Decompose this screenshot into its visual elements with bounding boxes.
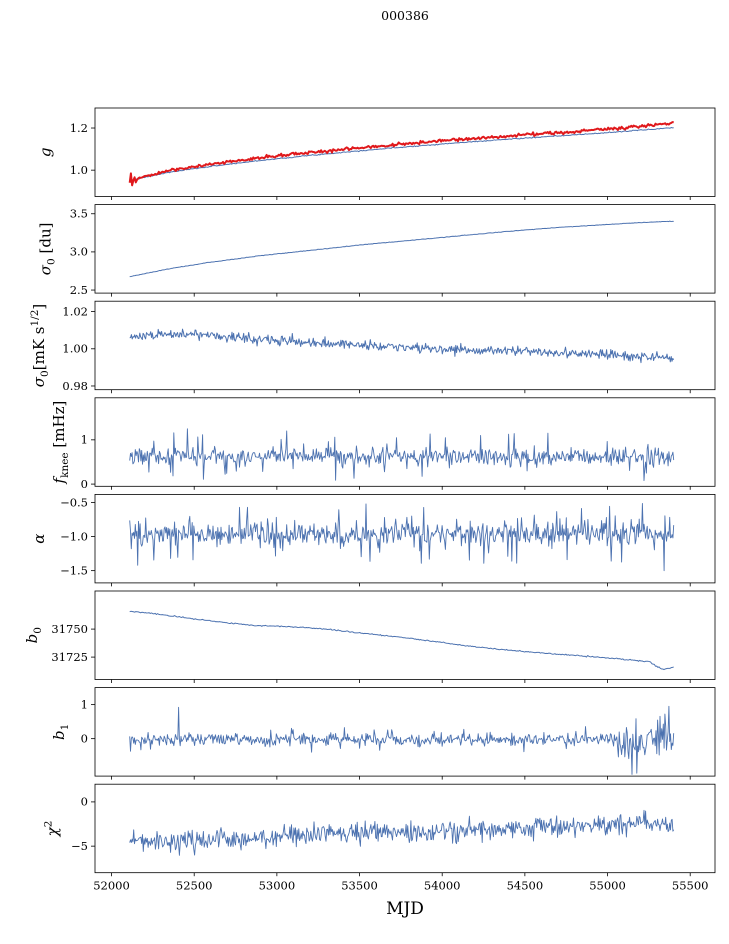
- panel-fknee-plot-area: [129, 428, 675, 482]
- panel-sigma0-du: 2.5 3.0 3.5 σ0 [du]: [37, 204, 716, 297]
- y-tick-label: 3.0: [70, 245, 88, 259]
- panel-sigma0-du-border: [94, 204, 716, 294]
- y-axis-label-alpha: α: [30, 534, 48, 544]
- panel-alpha: −1.5 −1.0 −0.5 α: [30, 493, 716, 587]
- y-tick-label: 2.5: [70, 283, 88, 297]
- panel-sigma0-du-plot-area: [129, 220, 674, 278]
- y-tick-label: −5: [71, 839, 88, 853]
- x-tick-label: 55500: [672, 879, 709, 893]
- panel-sigma0-mks-border: [94, 300, 716, 391]
- y-tick-label: 0: [81, 731, 88, 745]
- x-tick-label: 53000: [259, 879, 296, 893]
- y-axis-label-sigma0-mks: σ0[mK s1/2]: [29, 304, 51, 387]
- series-sigma0-du: [129, 220, 674, 278]
- panel-b1: 0 1 b1: [50, 687, 716, 780]
- panel-chi2-border: [94, 783, 716, 874]
- panel-alpha-border: [94, 493, 716, 584]
- plot-title: 000386: [381, 8, 429, 23]
- x-tick-label: 52500: [176, 879, 213, 893]
- y-tick-label: 0: [81, 477, 88, 491]
- y-tick-label: 0: [81, 795, 88, 809]
- y-axis-label-sigma0-du: σ0 [du]: [37, 223, 58, 276]
- y-tick-label: −0.5: [60, 495, 88, 509]
- x-tick-label: 52000: [93, 879, 130, 893]
- x-tick-label: 55000: [589, 879, 626, 893]
- y-tick-label: 1.2: [70, 121, 88, 135]
- series-chi2: [129, 809, 675, 856]
- panel-fknee-border: [94, 397, 716, 487]
- y-axis-label-b1: b1: [50, 724, 71, 740]
- panel-b1-plot-area: [129, 705, 675, 775]
- y-tick-label: −1.5: [60, 563, 88, 577]
- panel-sigma0-mks-plot-area: [129, 328, 675, 364]
- panel-b1-border: [94, 687, 716, 777]
- y-axis-label-chi2: χ2: [42, 821, 61, 838]
- x-tick-label: 54500: [507, 879, 544, 893]
- panel-alpha-plot-area: [129, 503, 675, 572]
- x-tick-label: 54000: [424, 879, 461, 893]
- panel-fknee: 0 1 fknee [mHz]: [50, 397, 716, 491]
- y-tick-label: 1.00: [62, 342, 88, 356]
- series-alpha: [129, 503, 675, 572]
- panel-b0-border: [94, 590, 716, 680]
- y-tick-label: 31725: [51, 650, 88, 664]
- y-tick-label: 1: [81, 697, 88, 711]
- panel-chi2-plot-area: [129, 809, 675, 856]
- y-tick-label: 3.5: [70, 207, 88, 221]
- y-tick-label: −1.0: [60, 529, 88, 543]
- y-tick-label: 1.02: [62, 304, 88, 318]
- series-gain-model: [129, 127, 674, 181]
- y-axis-label-b0: b0: [23, 627, 44, 643]
- x-tick-label: 53500: [341, 879, 378, 893]
- series-b0: [129, 610, 674, 671]
- series-sigma0-mks: [129, 328, 675, 364]
- panel-b0-plot-area: [129, 610, 674, 671]
- x-axis-label: MJD: [386, 899, 424, 919]
- series-gain-measured: [128, 121, 674, 187]
- y-tick-label: 0.98: [62, 379, 88, 393]
- y-axis-label-g: g: [37, 147, 55, 157]
- series-fknee: [129, 428, 675, 482]
- panel-g-border: [94, 107, 716, 197]
- panel-sigma0-mks: 0.98 1.00 1.02 σ0[mK s1/2]: [29, 300, 716, 394]
- panel-g: 1.0 1.2 g: [37, 107, 716, 200]
- series-b1: [129, 705, 675, 775]
- panel-b0: 31725 31750 b0: [23, 590, 716, 683]
- y-tick-label: 1: [81, 433, 88, 447]
- panel-chi2: −5 0 52000 52500 53000 53500 54000 54500 55000 55…: [42, 783, 716, 893]
- panel-g-plot-area: [128, 121, 674, 187]
- y-axis-label-fknee: fknee [mHz]: [50, 401, 71, 485]
- y-tick-label: 31750: [51, 622, 88, 636]
- y-tick-label: 1.0: [70, 163, 88, 177]
